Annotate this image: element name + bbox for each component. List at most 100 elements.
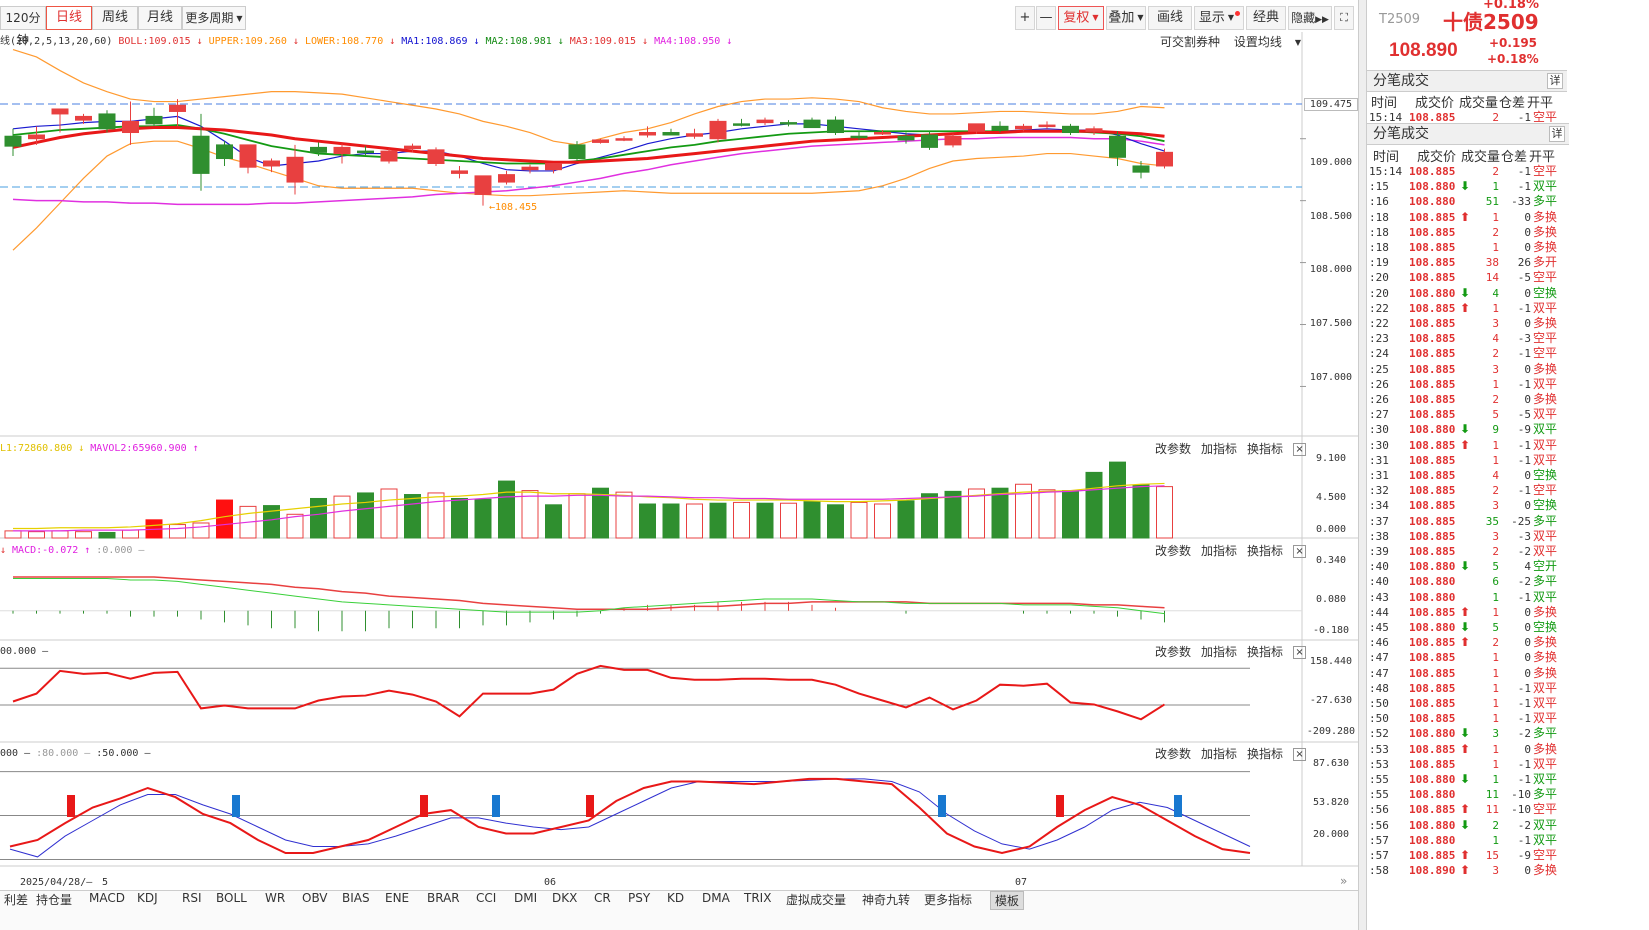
indicator-tab[interactable]: TRIX bbox=[744, 891, 772, 905]
panel-splitter[interactable] bbox=[1359, 0, 1367, 930]
indicator-tab[interactable]: KD bbox=[667, 891, 685, 905]
add-indicator-button[interactable]: 加指标 bbox=[1201, 645, 1238, 659]
indicator-tab[interactable]: WR bbox=[265, 891, 286, 905]
candle-body bbox=[239, 144, 257, 168]
trade-price: 108.880 bbox=[1409, 788, 1456, 802]
table-row: 15:14 108.885 2 -1 空平 bbox=[1367, 164, 1569, 179]
zoom-out-button[interactable]: — bbox=[1036, 6, 1056, 30]
candle-body bbox=[1132, 165, 1150, 173]
trade-volume: 5 bbox=[1492, 560, 1499, 574]
close-icon[interactable]: × bbox=[1293, 545, 1307, 558]
trade-kind: 双平 bbox=[1533, 772, 1558, 786]
trade-price: 108.885 bbox=[1409, 712, 1456, 726]
set-ma-link[interactable]: 设置均线 ▼ bbox=[1234, 35, 1311, 49]
indicator-tab[interactable]: OBV bbox=[302, 891, 328, 905]
indicator-tab[interactable]: MACD bbox=[89, 891, 125, 905]
indicator-tab[interactable]: DMI bbox=[514, 891, 538, 905]
macd-dif-line bbox=[13, 578, 1165, 615]
close-icon[interactable]: × bbox=[1293, 646, 1307, 659]
edit-params-button[interactable]: 改参数 bbox=[1155, 442, 1192, 456]
indicator-tab[interactable]: BIAS bbox=[342, 891, 370, 905]
tab-weekly[interactable]: 周线 bbox=[92, 6, 138, 30]
add-indicator-button[interactable]: 加指标 bbox=[1201, 544, 1238, 558]
tab-120min[interactable]: 120分钟 bbox=[0, 6, 46, 47]
table-row: :55 108.880 11 -10 多平 bbox=[1367, 787, 1569, 802]
indicator-tab[interactable]: PSY bbox=[628, 891, 651, 905]
tab-daily[interactable]: 日线 bbox=[46, 6, 92, 30]
trade-volume: 2 bbox=[1492, 636, 1499, 650]
indicator-tab[interactable]: 持仓量 bbox=[36, 893, 73, 907]
scroll-right-icon[interactable]: » bbox=[1340, 874, 1348, 888]
trade-volume: 1 bbox=[1492, 301, 1499, 315]
cci-item: — bbox=[42, 646, 49, 657]
boll-item: ↓ bbox=[473, 36, 480, 47]
indicator-tab[interactable]: DMA bbox=[702, 891, 730, 905]
trade-kind: 双平 bbox=[1533, 817, 1558, 832]
indicator-tab[interactable]: 虚拟成交量 bbox=[786, 893, 847, 907]
double-chevron-right-icon: ▶▶ bbox=[1315, 15, 1329, 25]
display-dropdown[interactable]: 显示 ▼ bbox=[1194, 6, 1244, 30]
indicator-tab[interactable]: 更多指标 bbox=[924, 893, 973, 907]
trade-volume: 1 bbox=[1492, 833, 1499, 847]
switch-indicator-button[interactable]: 换指标 bbox=[1247, 544, 1284, 558]
candle-body bbox=[333, 146, 351, 155]
volume-bar bbox=[357, 492, 374, 539]
trade-oi: -10 bbox=[1511, 803, 1531, 817]
indicator-tab[interactable]: CR bbox=[594, 891, 611, 905]
close-icon[interactable]: × bbox=[1293, 443, 1307, 456]
trade-volume: 9 bbox=[1492, 423, 1499, 437]
edit-params-button[interactable]: 改参数 bbox=[1155, 544, 1192, 558]
indicator-tab[interactable]: DKX bbox=[552, 891, 578, 905]
draw-line-button[interactable]: 画线 bbox=[1148, 6, 1192, 30]
trade-oi: -1 bbox=[1517, 377, 1531, 391]
switch-indicator-button[interactable]: 换指标 bbox=[1247, 442, 1284, 456]
trade-kind: 双平 bbox=[1533, 300, 1558, 315]
indicator-tab[interactable]: BOLL bbox=[216, 891, 247, 905]
macd-panel-buttons: 改参数 加指标 换指标 × bbox=[1155, 542, 1316, 559]
overlay-dropdown[interactable]: 叠加 ▼ bbox=[1106, 6, 1146, 30]
indicator-tab[interactable]: ENE bbox=[385, 891, 410, 905]
add-indicator-button[interactable]: 加指标 bbox=[1201, 747, 1238, 761]
hide-button[interactable]: 隐藏▶▶ bbox=[1288, 6, 1332, 30]
zoom-in-button[interactable]: + bbox=[1015, 6, 1035, 30]
boll-item: UPPER:109.260 bbox=[208, 36, 287, 47]
edit-params-button[interactable]: 改参数 bbox=[1155, 747, 1192, 761]
kd-panel-buttons: 改参数 加指标 换指标 × bbox=[1155, 745, 1316, 762]
indicator-tab[interactable]: BRAR bbox=[427, 891, 460, 905]
volume-bar bbox=[803, 501, 821, 539]
indicator-tab[interactable]: 模板 bbox=[990, 891, 1025, 910]
detail-button[interactable]: 详 bbox=[1547, 73, 1563, 89]
table-row: :20 108.880 ⬇ 4 0 空换 bbox=[1367, 286, 1569, 301]
indicator-tab[interactable]: 神奇九转 bbox=[862, 893, 911, 907]
volume-bar bbox=[1156, 486, 1173, 539]
add-indicator-button[interactable]: 加指标 bbox=[1201, 442, 1238, 456]
close-icon[interactable]: × bbox=[1293, 748, 1307, 761]
classic-button[interactable]: 经典 bbox=[1246, 6, 1286, 30]
trades-box-mini: 分笔成交 详 时间 成交价 成交量 仓差 开平 15:14 108.885 2 -… bbox=[1367, 70, 1567, 122]
trade-kind: 双平 bbox=[1533, 452, 1558, 467]
indicator-tab[interactable]: RSI bbox=[182, 891, 202, 905]
indicator-tab[interactable]: CCI bbox=[476, 891, 497, 905]
expand-icon[interactable]: ⛶ bbox=[1334, 6, 1354, 30]
tab-monthly[interactable]: 月线 bbox=[138, 6, 182, 30]
trade-arrow-icon: ⬇ bbox=[1460, 285, 1471, 300]
trade-kind: 空换 bbox=[1533, 620, 1558, 634]
boll-indicator-strip: 线(20,2,5,13,20,60) BOLL:109.015 ↓ UPPER:109… bbox=[0, 34, 738, 50]
trade-kind: 多换 bbox=[1533, 863, 1558, 878]
indicator-tab[interactable]: KDJ bbox=[137, 891, 158, 905]
macd-item: — bbox=[138, 545, 145, 556]
switch-indicator-button[interactable]: 换指标 bbox=[1247, 747, 1284, 761]
boll-item: ↓ bbox=[389, 36, 396, 47]
detail-button[interactable]: 详 bbox=[1549, 126, 1565, 142]
kline-chart[interactable]: ←108.455 bbox=[0, 0, 1358, 870]
trade-arrow-icon: ⬇ bbox=[1460, 559, 1471, 574]
indicator-tab[interactable]: 利差 bbox=[4, 893, 29, 907]
trade-oi: -1 bbox=[1517, 111, 1531, 122]
switch-indicator-button[interactable]: 换指标 bbox=[1247, 645, 1284, 659]
adjust-rights-dropdown[interactable]: 复权 ▼ bbox=[1058, 6, 1104, 30]
edit-params-button[interactable]: 改参数 bbox=[1155, 645, 1192, 659]
trade-volume: 2 bbox=[1492, 393, 1499, 406]
deliverable-bonds-link[interactable]: 可交割券种 bbox=[1160, 35, 1221, 49]
more-periods-dropdown[interactable]: 更多周期 ▼ bbox=[182, 6, 246, 30]
trade-price: 108.885 bbox=[1409, 256, 1456, 270]
